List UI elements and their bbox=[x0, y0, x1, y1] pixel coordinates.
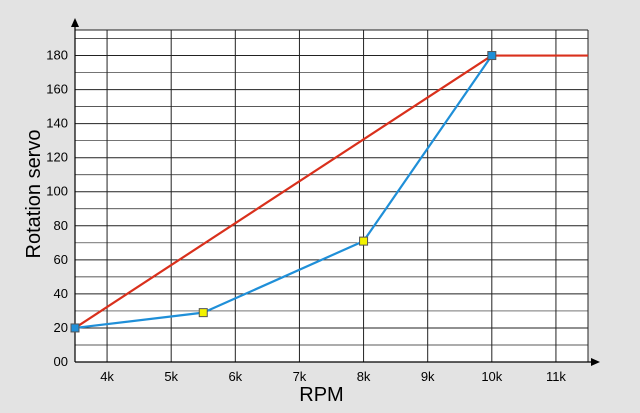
x-axis-arrow-icon bbox=[591, 358, 600, 366]
y-tick-label: 00 bbox=[54, 354, 68, 369]
y-tick-label: 160 bbox=[46, 82, 68, 97]
data-point-marker bbox=[359, 236, 369, 246]
x-axis-title: RPM bbox=[299, 384, 343, 406]
data-point-marker bbox=[198, 308, 208, 318]
y-tick-label: 40 bbox=[54, 286, 68, 301]
y-tick-label: 80 bbox=[54, 218, 68, 233]
y-tick-label: 120 bbox=[46, 150, 68, 165]
tick-labels: 4k 5k 6k 7k 8k 9k 10k 11k 00 20 40 60 80 100 120 140 160… bbox=[46, 48, 566, 384]
x-tick-label: 9k bbox=[421, 369, 435, 384]
series-layer bbox=[70, 51, 588, 333]
data-point-marker bbox=[487, 51, 497, 61]
y-tick-label: 100 bbox=[46, 184, 68, 199]
y-axis-title: Rotation servo bbox=[23, 130, 45, 259]
y-tick-label: 20 bbox=[54, 320, 68, 335]
y-tick-label: 180 bbox=[46, 48, 68, 63]
x-tick-label: 10k bbox=[481, 369, 502, 384]
series-line-2 bbox=[74, 54, 493, 330]
x-tick-label: 11k bbox=[546, 369, 566, 384]
x-tick-label: 4k bbox=[100, 369, 114, 384]
x-tick-label: 8k bbox=[357, 369, 371, 384]
y-axis-arrow-icon bbox=[71, 18, 79, 27]
x-tick-label: 6k bbox=[228, 369, 242, 384]
y-tick-label: 60 bbox=[54, 252, 68, 267]
x-tick-label: 5k bbox=[164, 369, 178, 384]
y-tick-label: 140 bbox=[46, 116, 68, 131]
x-tick-label: 7k bbox=[293, 369, 307, 384]
plot-area bbox=[75, 30, 588, 362]
data-point-marker bbox=[70, 323, 80, 333]
axes bbox=[71, 18, 600, 366]
